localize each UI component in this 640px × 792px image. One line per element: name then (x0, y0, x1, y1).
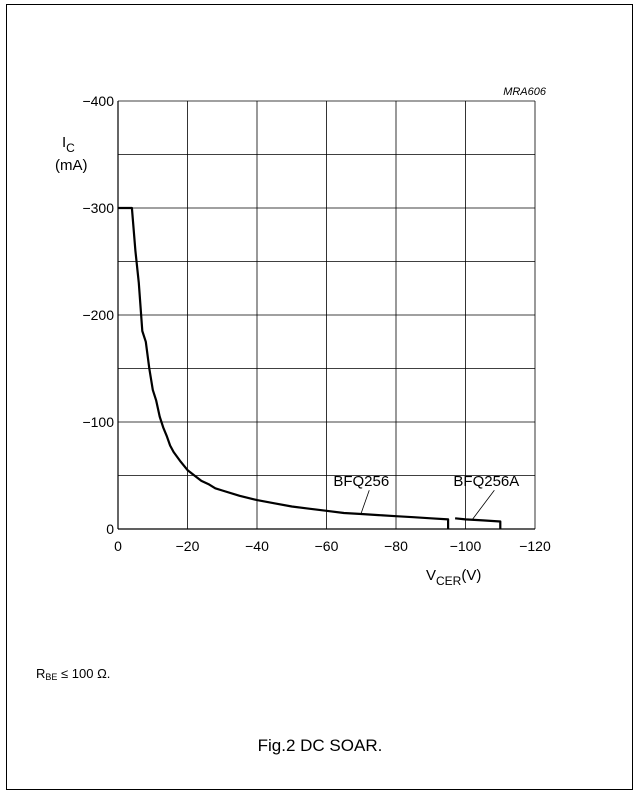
y-axis-subscript: C (66, 141, 75, 155)
x-tick-label: −120 (519, 538, 551, 554)
x-axis-subscript: CER (436, 574, 462, 588)
y-axis-symbol: I (62, 134, 66, 151)
tick-labels: 0 −20 −40 −60 −80 −100 −120 0 −100 −200 −300 −400 (82, 93, 551, 554)
y-tick-label: −200 (82, 307, 114, 323)
condition-note: RBE ≤ 100 Ω. (36, 666, 110, 682)
label-leader-line (472, 489, 495, 520)
series-curve-bfq256 (118, 206, 450, 529)
figure-frame (6, 4, 633, 790)
series-label: BFQ256 (333, 473, 389, 490)
note-symbol: R (36, 666, 46, 681)
label-leader-line (360, 490, 370, 514)
grid-lines (117, 100, 536, 530)
x-tick-label: −80 (384, 538, 408, 554)
x-axis-symbol: V (426, 567, 436, 584)
curves: BFQ256 BFQ256A (118, 206, 519, 529)
y-axis-title: IC (62, 134, 75, 155)
y-tick-label: −400 (82, 93, 114, 109)
y-tick-label: −300 (82, 200, 114, 216)
axes (117, 101, 535, 530)
y-tick-label: −100 (82, 414, 114, 430)
y-tick-label: 0 (106, 521, 114, 537)
x-tick-label: −60 (315, 538, 339, 554)
x-axis-unit: (V) (461, 567, 481, 584)
series-label: BFQ256A (453, 473, 519, 490)
x-axis-title: VCER(V) (426, 567, 481, 588)
figure-reference: MRA606 (503, 86, 547, 98)
figure-caption: Fig.2 DC SOAR. (257, 736, 383, 755)
x-tick-label: −20 (176, 538, 200, 554)
note-text: ≤ 100 Ω. (57, 666, 111, 681)
series-curve-bfq256a (454, 517, 502, 529)
x-tick-label: 0 (114, 538, 122, 554)
y-axis-unit: (mA) (55, 157, 88, 174)
x-tick-label: −40 (245, 538, 269, 554)
x-tick-label: −100 (450, 538, 482, 554)
note-subscript: BE (45, 672, 58, 682)
